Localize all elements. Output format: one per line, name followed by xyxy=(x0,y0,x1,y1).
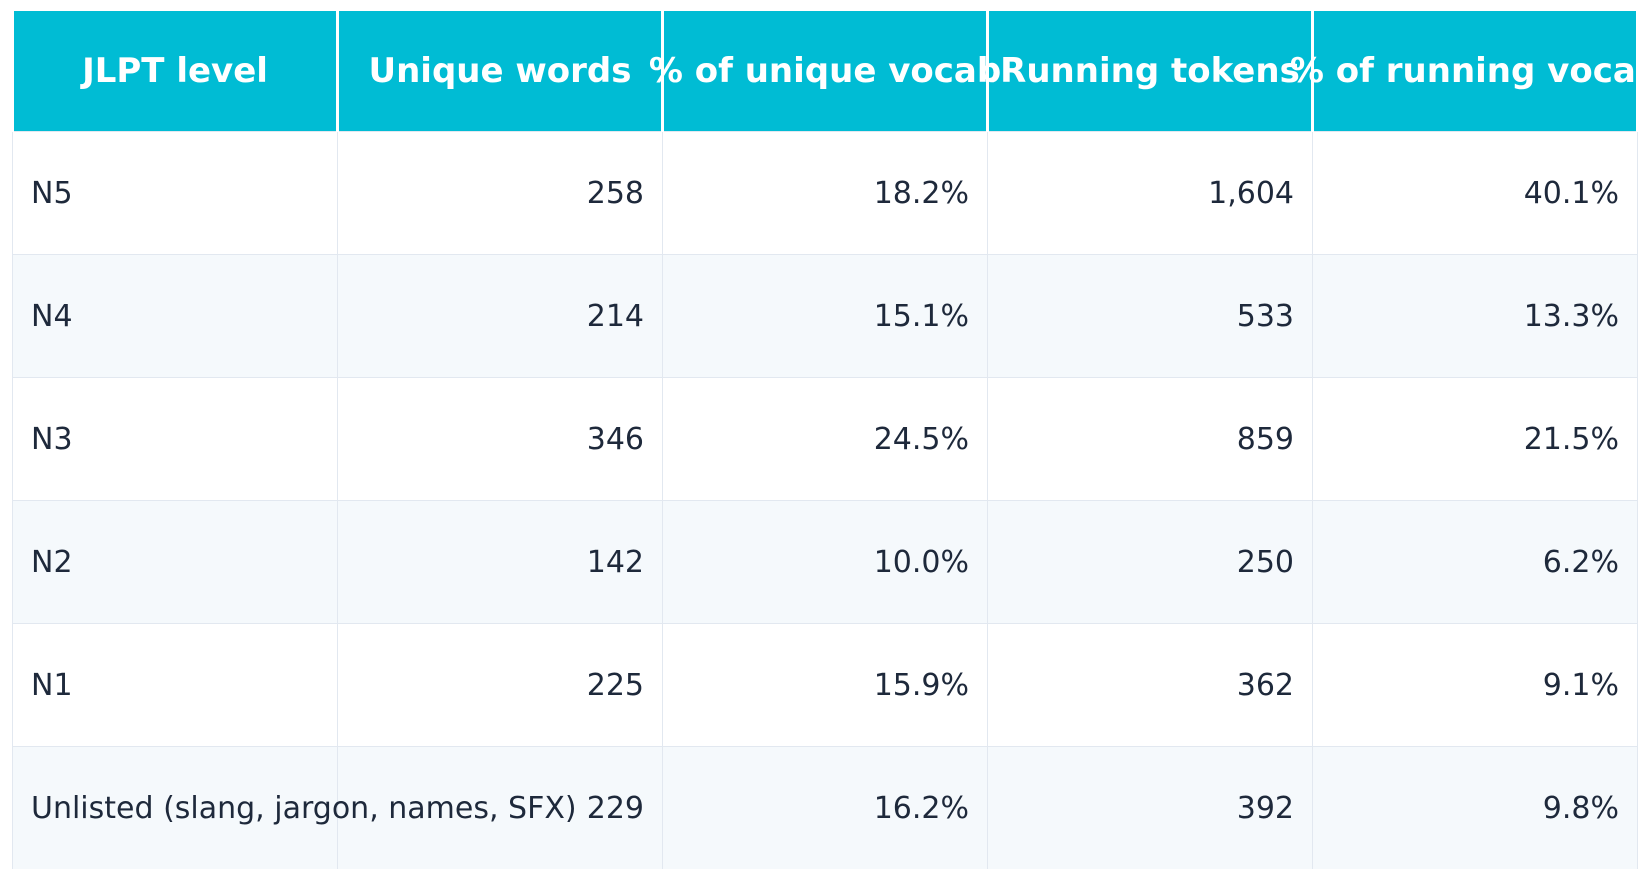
value-cell: 214 xyxy=(337,254,663,378)
header-text: Running tokens xyxy=(1000,51,1300,91)
value-cell: 362 xyxy=(987,623,1313,747)
level-cell: N3 xyxy=(12,377,338,501)
value-cell: 142 xyxy=(337,500,663,624)
header-row: JLPT level Unique words % of unique vocab R… xyxy=(11,11,1641,132)
header-cell: % of unique vocab xyxy=(648,11,1002,132)
header-cell: Unique words xyxy=(336,11,664,132)
value-cell: 10.0% xyxy=(662,500,988,624)
level-cell: N4 xyxy=(12,254,338,378)
value-cell: 6.2% xyxy=(1312,500,1638,624)
header-text: Unique words xyxy=(368,51,632,91)
level-cell: N2 xyxy=(12,500,338,624)
value-cell: 859 xyxy=(987,377,1313,501)
table-row: N3 346 24.5% 859 21.5% xyxy=(12,377,1638,501)
value-cell: 15.1% xyxy=(662,254,988,378)
level-cell: Unlisted (slang, jargon, names, SFX) xyxy=(12,746,577,869)
jlpt-table: JLPT level Unique words % of unique vocab R… xyxy=(11,11,1641,869)
table-row: N5 258 18.2% 1,604 40.1% xyxy=(12,131,1638,255)
table-row: N1 225 15.9% 362 9.1% xyxy=(12,623,1638,747)
value-cell: 346 xyxy=(337,377,663,501)
table-row: Unlisted (slang, jargon, names, SFX) 229 1… xyxy=(12,746,1638,869)
value-cell: 1,604 xyxy=(987,131,1313,255)
value-cell: 40.1% xyxy=(1312,131,1638,255)
value-cell: 9.1% xyxy=(1312,623,1638,747)
value-cell: 258 xyxy=(337,131,663,255)
value-cell: 21.5% xyxy=(1312,377,1638,501)
value-cell: 533 xyxy=(987,254,1313,378)
header-text: JLPT level xyxy=(82,51,268,91)
header-text: % of unique vocab xyxy=(648,51,1002,91)
table-container: JLPT level Unique words % of unique vocab R… xyxy=(11,11,1641,869)
value-cell: 250 xyxy=(987,500,1313,624)
level-cell: N5 xyxy=(12,131,338,255)
value-cell: 9.8% xyxy=(1312,746,1638,869)
value-cell: 225 xyxy=(337,623,663,747)
header-cell: % of running vocab xyxy=(1289,11,1641,132)
value-cell: 229 xyxy=(337,746,663,869)
header-cell: JLPT level xyxy=(11,11,339,132)
value-cell: 392 xyxy=(987,746,1313,869)
value-cell: 18.2% xyxy=(662,131,988,255)
level-cell: N1 xyxy=(12,623,338,747)
table-row: N2 142 10.0% 250 6.2% xyxy=(12,500,1638,624)
table-row: N4 214 15.1% 533 13.3% xyxy=(12,254,1638,378)
header-cell: Running tokens xyxy=(986,11,1314,132)
table-body: N5 258 18.2% 1,604 40.1% N4 214 15.1% 533 13.3% N3… xyxy=(12,131,1638,869)
value-cell: 15.9% xyxy=(662,623,988,747)
value-cell: 24.5% xyxy=(662,377,988,501)
header-text: % of running vocab xyxy=(1289,51,1641,91)
value-cell: 13.3% xyxy=(1312,254,1638,378)
value-cell: 16.2% xyxy=(662,746,988,869)
